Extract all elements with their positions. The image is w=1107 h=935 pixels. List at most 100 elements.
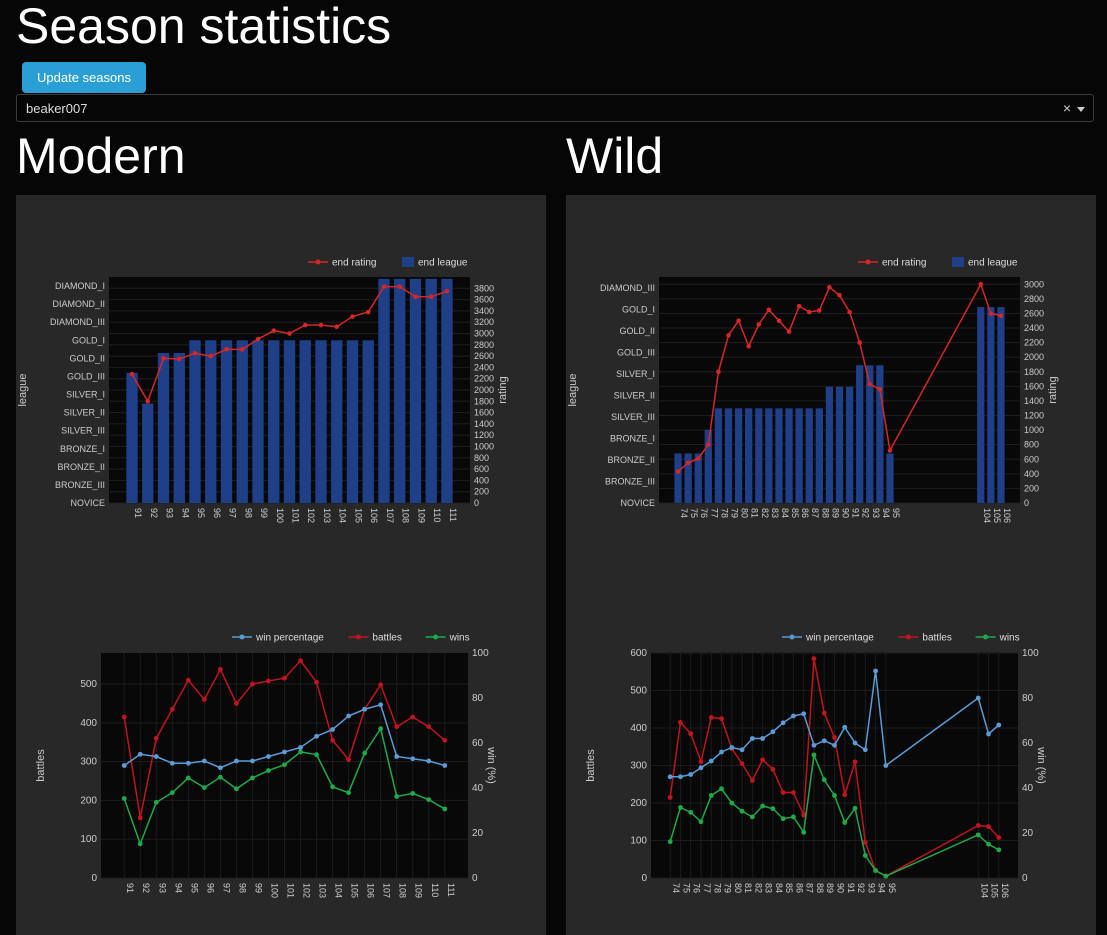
x-tick-label: 109 [416,508,426,523]
rating-tick-label: 1200 [474,430,494,440]
bar-end-league-100 [268,340,280,503]
point-win-percentage-94 [873,668,878,674]
point-battles-91 [121,714,127,720]
rating-tick-label: 2200 [474,374,494,384]
rating-tick-label: 1800 [1024,367,1044,377]
modern-rating-chart: NOVICE BRONZE_III BRONZE_II BRONZE_I SILVER_… [17,257,509,523]
win-tick-label: 40 [1022,783,1034,794]
league-tick-label: GOLD_I [622,304,655,314]
league-tick-label: BRONZE_II [607,455,655,465]
legend-marker-battles [355,634,361,640]
point-win-percentage-86 [791,713,796,719]
rating-tick-label: 600 [1024,454,1039,464]
y-axis-title: league [17,373,29,406]
legend-label-wins: wins [999,633,1020,644]
x-tick-label: 92 [149,508,159,518]
x-tick-label: 78 [719,508,729,518]
point-end-rating-99 [255,336,261,342]
bar-end-league-77 [704,429,712,503]
x-tick-label: 82 [753,883,763,893]
section-title-wild: Wild [566,128,664,184]
bar-end-league-110 [425,278,437,503]
point-end-rating-77 [706,442,711,447]
point-battles-104 [330,737,335,743]
rating-tick-label: 200 [1024,483,1039,493]
point-wins-76 [688,809,694,815]
point-battles-95 [185,677,191,683]
point-wins-90 [832,793,837,798]
point-end-rating-95 [192,350,198,356]
win-tick-label: 80 [1022,693,1034,704]
wild-rating-chart: NOVICE BRONZE_III BRONZE_II BRONZE_I SILVER_… [567,257,1059,523]
point-end-rating-103 [318,322,324,328]
point-wins-104 [975,832,981,838]
legend-label-end-rating: end rating [332,258,376,269]
point-win-percentage-91 [121,763,127,768]
point-end-rating-91 [847,309,852,315]
x-tick-label: 84 [780,508,790,518]
x-tick-label: 83 [764,883,774,893]
x-tick-label: 111 [448,508,458,522]
point-battles-85 [780,790,786,795]
point-wins-95 [883,873,889,879]
x-tick-label: 89 [830,508,840,518]
bar-end-league-82 [755,408,763,503]
rating-tick-label: 2800 [474,340,494,350]
point-battles-101 [282,675,287,681]
x-tick-label: 86 [800,508,810,518]
win-tick-label: 0 [1022,873,1028,884]
point-battles-107 [378,682,384,688]
battles-tick-label: 200 [80,795,97,806]
section-title-modern: Modern [16,128,186,184]
x-tick-label: 106 [1002,508,1012,523]
league-tick-label: SILVER_I [66,390,105,400]
point-end-rating-97 [224,347,229,352]
x-tick-label: 78 [712,883,722,893]
update-seasons-button[interactable]: Update seasons [22,62,146,93]
rating-tick-label: 1400 [474,419,494,429]
point-end-rating-96 [208,353,214,359]
bar-end-league-101 [283,340,296,503]
point-battles-74 [667,794,673,800]
point-wins-99 [250,775,255,781]
x-tick-label: 97 [221,883,231,893]
bar-end-league-95 [886,453,894,503]
point-end-rating-98 [239,347,245,352]
point-end-rating-76 [695,456,701,461]
y2-axis-title: rating [1047,376,1059,404]
player-select[interactable]: beaker007 × [16,94,1094,122]
point-wins-93 [862,853,868,858]
point-wins-93 [153,799,159,805]
point-end-rating-89 [827,284,832,290]
point-end-rating-74 [675,469,681,474]
battles-tick-label: 100 [80,834,97,845]
rating-tick-label: 800 [1024,440,1039,450]
league-tick-label: DIAMOND_III [600,283,655,293]
point-wins-100 [266,768,271,773]
legend-label-battles: battles [372,633,401,644]
x-tick-label: 77 [709,508,719,518]
league-tick-label: SILVER_III [61,426,105,436]
x-tick-label: 86 [794,883,804,893]
legend-marker-wins [983,634,989,640]
battles-tick-label: 0 [91,873,97,884]
point-battles-94 [169,706,175,712]
point-battles-99 [250,681,255,687]
x-tick-label: 93 [866,883,876,893]
x-tick-label: 92 [141,883,151,893]
bar-end-league-86 [795,408,803,503]
modern-battles-chart: 0 100 200 300 400 500 0 20 40 60 80 100 battles win (… [35,633,497,899]
x-tick-label: 105 [353,508,363,523]
point-wins-106 [996,847,1002,853]
legend-label-wins: wins [449,633,470,644]
chevron-down-icon[interactable] [1077,107,1085,112]
x-tick-label: 108 [401,508,411,523]
point-end-rating-105 [988,311,994,316]
modern-panel: NOVICE BRONZE_III BRONZE_II BRONZE_I SILVER_… [16,195,546,935]
rating-tick-label: 2400 [1024,323,1044,333]
clear-icon[interactable]: × [1062,100,1071,116]
point-end-rating-108 [397,284,403,289]
x-tick-label: 110 [430,883,440,897]
point-wins-88 [811,752,817,758]
x-tick-label: 111 [446,883,456,897]
